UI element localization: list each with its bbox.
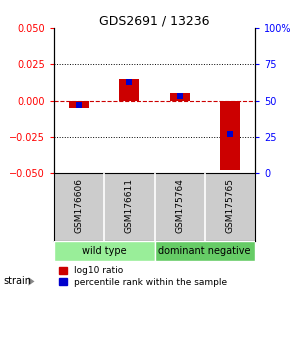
Bar <box>69 101 89 108</box>
Text: dominant negative: dominant negative <box>158 246 251 256</box>
Bar <box>154 241 255 261</box>
Text: GSM175764: GSM175764 <box>175 178 184 233</box>
Bar <box>76 102 82 108</box>
Text: GSM176611: GSM176611 <box>125 178 134 233</box>
Bar <box>126 79 132 85</box>
Bar <box>177 93 183 99</box>
Legend: log10 ratio, percentile rank within the sample: log10 ratio, percentile rank within the … <box>58 266 228 287</box>
Bar <box>169 93 190 101</box>
Title: GDS2691 / 13236: GDS2691 / 13236 <box>99 14 210 27</box>
Bar <box>227 131 233 137</box>
Text: wild type: wild type <box>82 246 127 256</box>
Bar <box>220 101 240 170</box>
Bar <box>54 241 154 261</box>
Text: strain: strain <box>3 276 31 286</box>
Bar <box>119 79 140 101</box>
Text: GSM176606: GSM176606 <box>75 178 84 233</box>
Polygon shape <box>28 277 34 286</box>
Text: GSM175765: GSM175765 <box>225 178 234 233</box>
